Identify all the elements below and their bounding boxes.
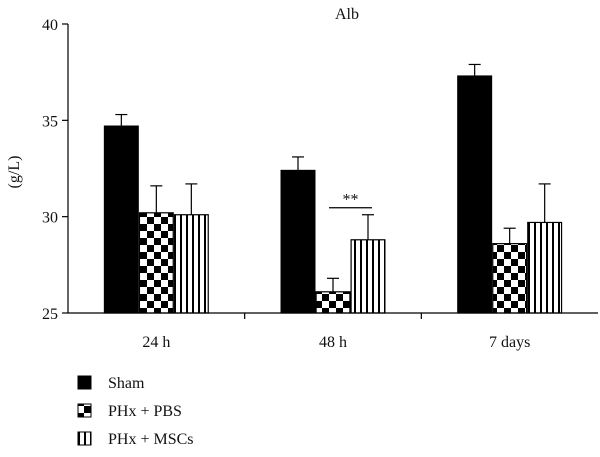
bar	[457, 75, 493, 314]
legend-swatch	[77, 375, 92, 390]
bar	[103, 125, 139, 314]
x-tick-label: 48 h	[319, 334, 347, 351]
bar	[492, 243, 528, 314]
y-tick-label: 25	[42, 306, 58, 323]
y-tick-label: 40	[42, 17, 58, 34]
significance-annotations: **	[329, 192, 372, 209]
legend-label: Sham	[108, 375, 145, 392]
legend-swatch	[77, 431, 92, 446]
bar	[138, 212, 174, 314]
bar	[350, 239, 386, 314]
y-tick-label: 35	[42, 113, 58, 130]
bar	[527, 221, 563, 314]
bars	[103, 63, 563, 314]
legend-label: PHx + PBS	[108, 403, 182, 420]
y-tick-label: 30	[42, 210, 58, 227]
x-tick-label: 24 h	[142, 334, 170, 351]
chart-title: Alb	[335, 6, 359, 23]
y-axis-label: (g/L)	[6, 156, 23, 189]
x-tick-label: 7 days	[489, 334, 530, 351]
legend-swatch	[77, 403, 92, 418]
legend-label: PHx + MSCs	[108, 431, 194, 448]
y-axis-ticks: 25 30 35 40	[42, 17, 68, 323]
x-axis-tick-labels: 24 h 48 h 7 days	[142, 313, 530, 351]
legend: Sham PHx + PBS PHx + MSCs	[77, 375, 194, 448]
bar	[315, 291, 351, 314]
significance-label: **	[343, 192, 359, 209]
bar	[280, 169, 316, 314]
bar	[173, 214, 209, 314]
